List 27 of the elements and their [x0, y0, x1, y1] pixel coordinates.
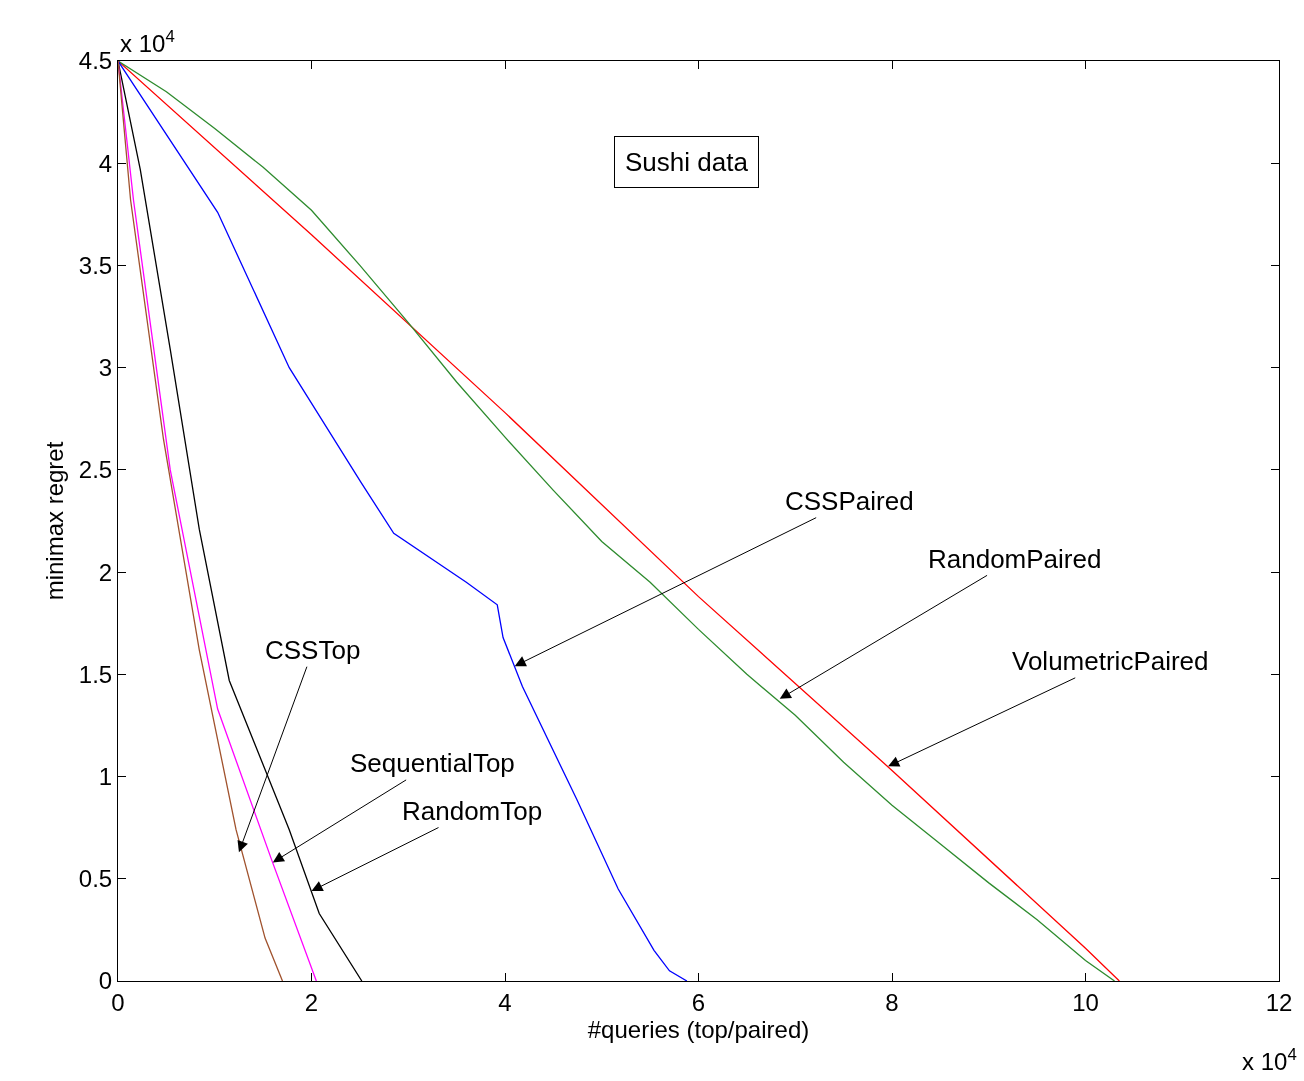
- annotation: RandomPaired: [928, 544, 1102, 574]
- y-tick-label: 0: [98, 967, 113, 995]
- y-tick-label: 1.5: [78, 660, 113, 688]
- annotation: SequentialTop: [350, 748, 515, 778]
- x-tick-label: 10: [1072, 988, 1099, 1016]
- y-tick-label: 4.5: [78, 47, 113, 75]
- annotation: VolumetricPaired: [1012, 646, 1209, 676]
- x-tick-label: 12: [1265, 988, 1293, 1016]
- x-tick-label: 8: [885, 988, 899, 1016]
- annotation: CSSTop: [265, 635, 361, 665]
- y-axis-title: minimax regret: [40, 441, 68, 601]
- text: x 10$^{4}$: [120, 27, 175, 58]
- y-tick-label: 3.5: [78, 251, 113, 279]
- y-tick-label: 2.5: [78, 456, 113, 484]
- x-tick-label: 4: [498, 988, 512, 1016]
- x-tick-label: 2: [304, 988, 319, 1016]
- y-tick-label: 3: [98, 354, 113, 382]
- x-axis-title: #queries (top/paired): [587, 1015, 810, 1043]
- annotation: Sushi data: [625, 147, 749, 177]
- y-tick-label: 4: [98, 149, 113, 177]
- text: x 10$^{4}$: [1242, 1045, 1297, 1076]
- y-tick-label: 1: [98, 762, 113, 790]
- x-tick-label: 6: [691, 988, 706, 1016]
- annotation: CSSPaired: [785, 486, 914, 516]
- y-tick-label: 0.5: [78, 865, 113, 893]
- annotation: RandomTop: [402, 796, 543, 826]
- y-tick-label: 2: [98, 558, 113, 586]
